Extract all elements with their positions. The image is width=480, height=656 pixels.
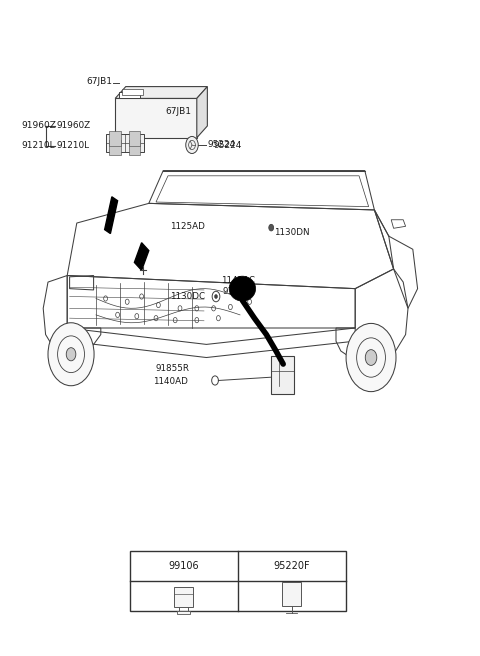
Polygon shape	[105, 197, 118, 234]
Text: 1130DC: 1130DC	[170, 292, 205, 301]
Polygon shape	[129, 131, 140, 146]
Polygon shape	[115, 98, 197, 138]
Circle shape	[269, 224, 274, 231]
Text: 67JB1: 67JB1	[166, 107, 192, 116]
Text: 95224: 95224	[214, 141, 242, 150]
Text: 95220F: 95220F	[273, 561, 310, 571]
Text: 99106: 99106	[168, 561, 199, 571]
Text: 91960Z: 91960Z	[22, 121, 57, 131]
Polygon shape	[129, 140, 140, 155]
Text: 91195: 91195	[222, 287, 250, 297]
Polygon shape	[130, 551, 346, 611]
Ellipse shape	[229, 276, 255, 301]
Text: 91960Z: 91960Z	[56, 121, 90, 131]
Circle shape	[346, 323, 396, 392]
Polygon shape	[115, 87, 207, 98]
Polygon shape	[109, 140, 121, 155]
Polygon shape	[119, 92, 140, 98]
Text: 1141AC: 1141AC	[221, 276, 255, 285]
Polygon shape	[134, 243, 149, 270]
Text: 1125AD: 1125AD	[170, 222, 205, 231]
Polygon shape	[282, 582, 300, 605]
Circle shape	[365, 350, 377, 365]
Polygon shape	[271, 356, 294, 394]
Text: 67JB1: 67JB1	[86, 77, 112, 86]
Text: 1140AD: 1140AD	[153, 377, 188, 386]
Polygon shape	[174, 587, 193, 607]
Text: 95224: 95224	[207, 140, 236, 150]
Polygon shape	[109, 131, 121, 146]
Text: 91855R: 91855R	[156, 364, 190, 373]
Circle shape	[66, 348, 76, 361]
Circle shape	[186, 136, 198, 154]
Polygon shape	[177, 611, 190, 613]
Text: 91210L: 91210L	[56, 141, 89, 150]
Circle shape	[215, 295, 217, 298]
Polygon shape	[106, 134, 144, 152]
Polygon shape	[197, 87, 207, 138]
Text: 1130DN: 1130DN	[274, 228, 309, 237]
Circle shape	[48, 323, 94, 386]
Text: 91210L: 91210L	[22, 141, 55, 150]
Polygon shape	[122, 89, 143, 95]
